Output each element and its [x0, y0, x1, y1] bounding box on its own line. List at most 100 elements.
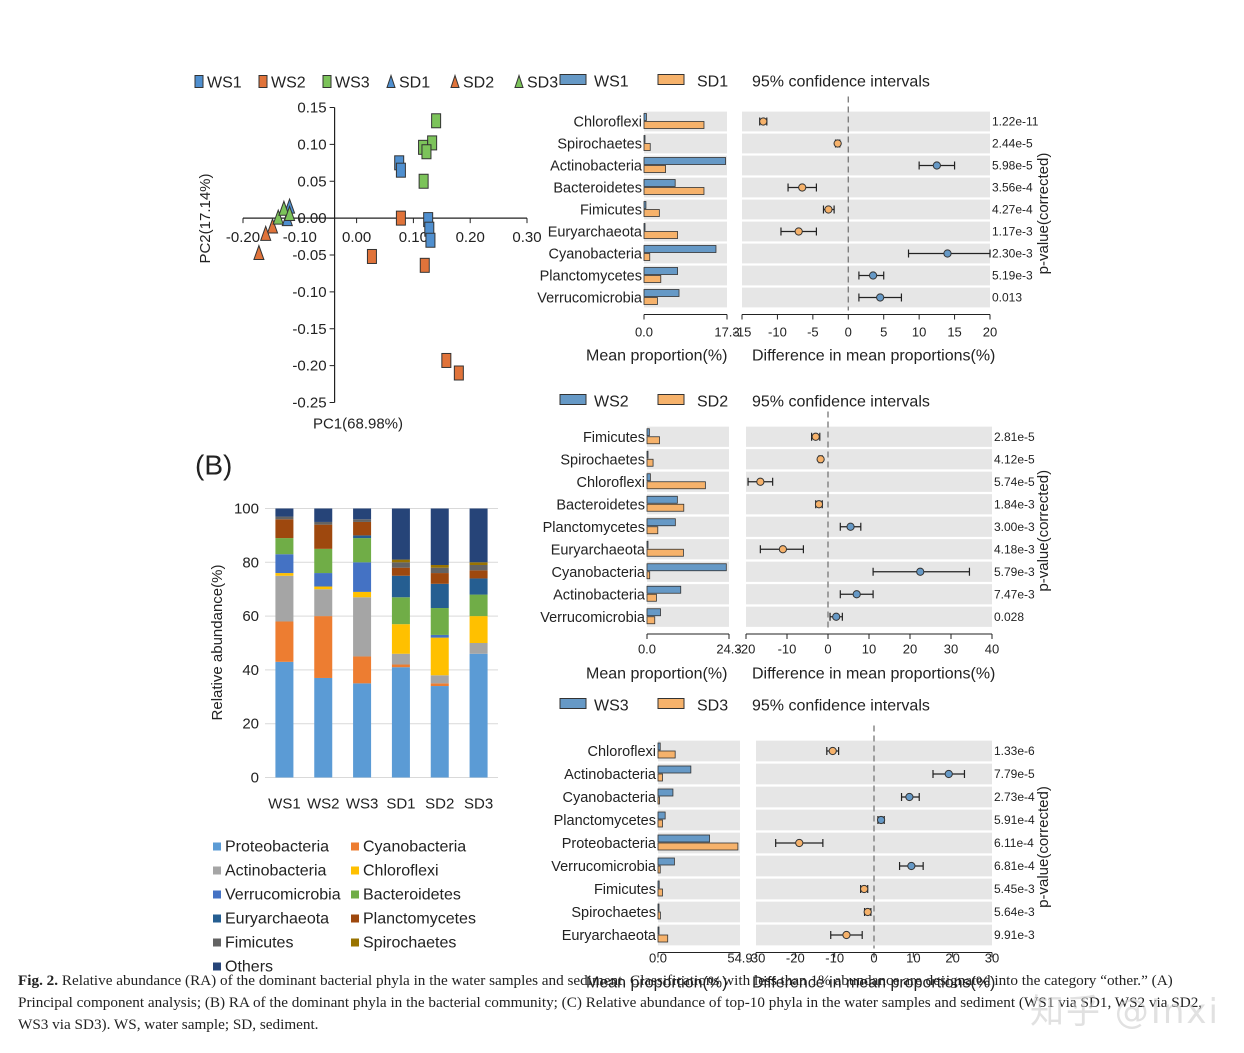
stacked-bar-segment — [275, 621, 294, 662]
ci-row-stripe — [746, 494, 992, 515]
stacked-legend-swatch — [351, 842, 359, 851]
ci-bar-sd — [657, 773, 663, 782]
ci-bar-sd — [657, 888, 663, 897]
pca-point-ws2 — [395, 210, 406, 226]
ci-bar-sd — [643, 231, 678, 239]
ci-bar-sd — [643, 121, 705, 129]
stacked-x-tick-label: WS1 — [268, 796, 301, 813]
stacked-legend-swatch — [213, 842, 221, 851]
ci-diff-point — [944, 769, 953, 779]
ci-diff-tick-label: 20 — [983, 325, 997, 340]
ci-legend-label-sd: SD2 — [697, 394, 728, 411]
ci-bar-sd — [646, 481, 706, 490]
ci-row-stripe — [742, 221, 990, 242]
ci-row-stripe — [742, 243, 990, 264]
ci-diff-tick-label: 10 — [862, 642, 876, 657]
stacked-bar-chart: (B) 0 20 40 60 80 100 Relative abundance(%) WS1 W… — [195, 450, 498, 976]
ci-bar-sd — [643, 209, 660, 217]
ci-taxon-label: Actinobacteria — [550, 159, 643, 175]
ci-row-stripe — [658, 740, 740, 762]
ci-taxon-label: Actinobacteria — [553, 587, 646, 603]
stacked-x-tick-label: SD1 — [386, 796, 415, 813]
stacked-legend-label: Proteobacteria — [225, 839, 329, 856]
caption-text: Relative abundance (RA) of the dominant … — [18, 972, 1203, 1033]
stacked-y-tick-label: 0 — [251, 770, 259, 787]
ci-bar-ws — [646, 563, 727, 572]
stacked-bar-segment — [314, 586, 333, 590]
stacked-bar-segment — [391, 624, 410, 654]
ci-p-value: 4.27e-4 — [992, 203, 1033, 217]
ci-row-stripe — [658, 901, 740, 923]
stacked-bar-segment — [314, 616, 333, 678]
ci-bar-ws — [657, 811, 666, 820]
stacked-bar-segment — [314, 548, 333, 574]
stacked-bar-segment — [314, 573, 333, 587]
ci-row-stripe — [644, 199, 727, 220]
stacked-bar-segment — [275, 661, 294, 778]
ci-bar-sd — [643, 275, 662, 283]
ci-title: 95% confidence intervals — [752, 698, 930, 715]
ci-pvalue-axis-label: p-value(corrected) — [1035, 153, 1052, 275]
ci-p-value: 0.013 — [992, 291, 1022, 305]
stacked-bar-segment — [391, 567, 410, 576]
ci-taxon-label: Cyanobacteria — [552, 565, 646, 581]
pca-point-sd3 — [278, 199, 290, 216]
ci-taxon-label: Spirochaetes — [571, 905, 656, 921]
ci-diff-xlabel: Difference in mean proportions(%) — [752, 348, 995, 365]
ci-prop-tick-label: 0.0 — [649, 951, 667, 966]
ci-diff-point — [798, 183, 807, 192]
pca-y-label: PC2(17.14%) — [197, 173, 214, 263]
ci-taxon-label: Verrucomicrobia — [540, 610, 646, 626]
stacked-bar-segment — [353, 562, 372, 592]
ci-diff-point — [816, 455, 825, 464]
ci-diff-point — [756, 477, 765, 486]
pca-x-tick-label: -0.10 — [283, 229, 317, 246]
ci-diff-xlabel: Difference in mean proportions(%) — [752, 975, 995, 992]
ci-chart-ws2-sd2: WS2 SD2 95% confidence intervals Fimicutes 2… — [540, 394, 1052, 683]
stacked-x-tick-label: SD2 — [425, 796, 454, 813]
stacked-bar-segment — [430, 567, 449, 574]
stacked-bar-segment — [430, 683, 449, 687]
pca-y-tick-label: -0.20 — [292, 358, 326, 375]
stacked-legend-swatch — [213, 866, 221, 875]
stacked-bar-segment — [469, 562, 488, 565]
stacked-bar-segment — [430, 583, 449, 609]
ci-bar-sd — [646, 503, 685, 512]
pca-y-tick-label: 0.10 — [297, 136, 326, 153]
ci-diff-point — [778, 545, 788, 554]
ci-row-stripe — [742, 133, 990, 154]
stacked-legend-label: Bacteroidetes — [363, 887, 461, 904]
stacked-bar-segment — [469, 564, 488, 571]
pca-point-sd3 — [272, 208, 284, 225]
stacked-legend-label: Verrucomicrobia — [225, 887, 341, 904]
ci-diff-tick-label: 20 — [945, 951, 959, 966]
ci-prop-tick-label: 0.0 — [635, 325, 653, 340]
ci-p-value: 2.30e-3 — [992, 247, 1033, 261]
pca-point-ws3 — [421, 144, 432, 160]
stacked-y-label: Relative abundance(%) — [209, 565, 226, 721]
ci-diff-tick-label: 0 — [824, 642, 831, 657]
ci-prop-xlabel: Mean proportion(%) — [586, 975, 727, 992]
ci-bar-sd — [657, 750, 676, 759]
stacked-bar-segment — [469, 643, 488, 654]
ci-diff-tick-label: -20 — [737, 642, 756, 657]
ci-diff-point — [916, 567, 925, 576]
stacked-bar-segment — [391, 597, 410, 625]
ci-diff-point — [794, 227, 803, 236]
ci-diff-tick-label: 40 — [985, 642, 999, 657]
stacked-x-tick-label: WS3 — [346, 796, 379, 813]
ci-diff-point — [759, 117, 768, 126]
pca-point-ws2 — [366, 248, 377, 264]
ci-diff-point — [814, 500, 824, 509]
stacked-bar-segment — [469, 578, 488, 595]
ci-diff-point — [876, 293, 885, 302]
ci-row-stripe — [742, 199, 990, 220]
ci-row-stripe — [742, 111, 990, 132]
stacked-bar-segment — [430, 634, 449, 638]
ci-taxon-label: Fimicutes — [594, 882, 656, 898]
stacked-legend-label: Others — [225, 959, 273, 976]
ci-taxon-label: Chloroflexi — [577, 475, 646, 491]
stacked-legend-label: Chloroflexi — [363, 863, 439, 880]
stacked-y-tick-label: 60 — [242, 608, 259, 625]
ci-diff-point — [846, 522, 855, 531]
